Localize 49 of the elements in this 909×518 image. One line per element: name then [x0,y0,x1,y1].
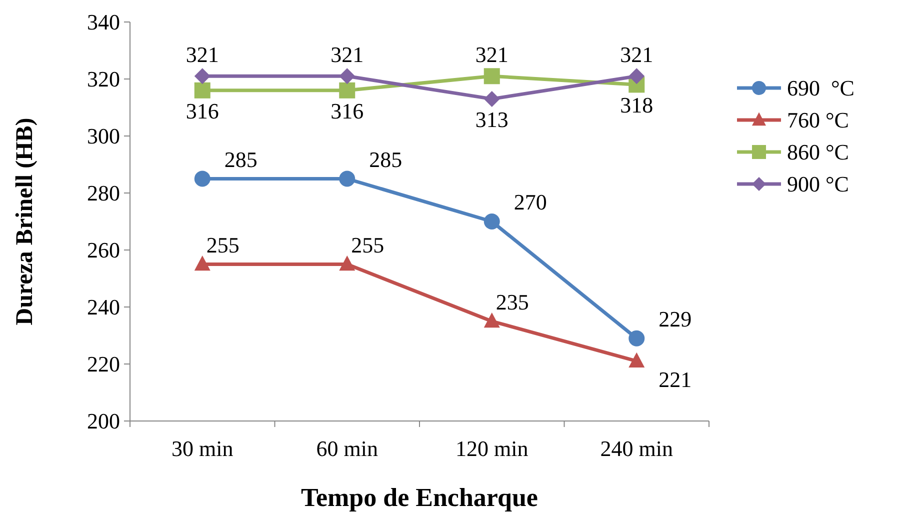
data-label: 255 [351,232,384,258]
point [194,68,210,84]
x-axis-title: Tempo de Encharque [301,483,538,512]
x-tick-label: 120 min [456,436,528,461]
data-label: 316 [186,98,219,124]
point [194,82,210,98]
y-tick-label: 280 [87,180,120,206]
point [484,68,500,84]
data-label: 318 [620,92,654,118]
y-axis-title: Dureza Brinell (HB) [12,118,38,326]
data-label: 270 [514,190,547,214]
data-label: 321 [186,42,219,68]
data-label: 285 [224,146,258,172]
legend-label: 860 °C [787,140,849,165]
data-label: 321 [475,42,508,68]
data-label: 221 [658,367,692,392]
data-label: 285 [369,146,402,172]
data-label: 321 [620,42,654,68]
y-tick-label: 200 [87,408,120,434]
point [339,82,356,98]
point [194,255,210,271]
data-label: 235 [496,289,529,314]
x-tick-label: 240 min [600,436,673,461]
point [339,255,356,271]
legend-label: 690 °C [787,76,854,101]
y-tick-label: 300 [87,124,120,149]
y-tick-label: 260 [87,238,120,263]
y-tick-label: 220 [87,352,120,377]
data-label: 313 [475,106,508,132]
data-label: 321 [330,42,364,68]
data-label: 229 [658,306,692,332]
y-tick-label: 340 [87,10,120,35]
point [484,90,500,107]
y-tick-label: 240 [87,294,120,320]
point [628,68,645,84]
x-tick-label: 60 min [316,436,378,461]
legend-label: 760 °C [787,108,849,133]
data-label: 255 [206,232,240,258]
point [339,170,356,187]
point [484,312,500,328]
x-tick-label: 30 min [172,436,234,461]
y-tick-label: 320 [87,66,120,92]
data-label: 316 [330,98,364,124]
point [484,214,500,230]
point [194,170,210,187]
point [628,330,645,346]
legend-label: 900 °C [787,172,849,197]
point [339,68,356,84]
point [628,352,645,368]
